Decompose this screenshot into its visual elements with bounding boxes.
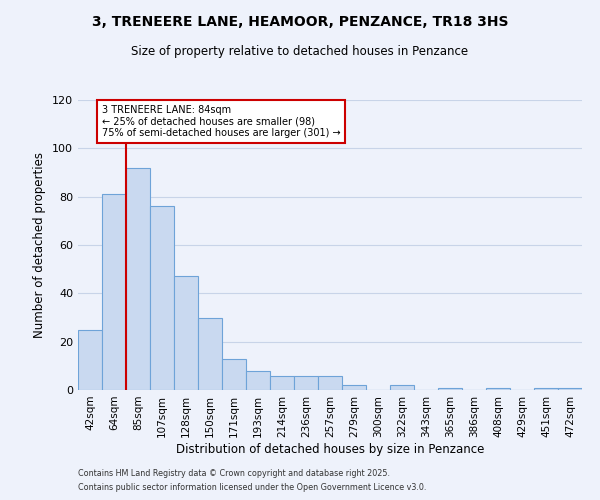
- Bar: [558, 388, 582, 390]
- Bar: [318, 376, 342, 390]
- Bar: [198, 318, 222, 390]
- Text: Contains public sector information licensed under the Open Government Licence v3: Contains public sector information licen…: [78, 484, 427, 492]
- Text: Size of property relative to detached houses in Penzance: Size of property relative to detached ho…: [131, 45, 469, 58]
- Bar: [342, 385, 366, 390]
- Bar: [102, 194, 126, 390]
- Bar: [486, 388, 510, 390]
- Y-axis label: Number of detached properties: Number of detached properties: [34, 152, 46, 338]
- Bar: [222, 358, 246, 390]
- Bar: [78, 330, 102, 390]
- Bar: [390, 385, 414, 390]
- Text: 3 TRENEERE LANE: 84sqm
← 25% of detached houses are smaller (98)
75% of semi-det: 3 TRENEERE LANE: 84sqm ← 25% of detached…: [102, 105, 341, 138]
- Bar: [126, 168, 150, 390]
- Bar: [438, 388, 462, 390]
- Bar: [534, 388, 558, 390]
- Text: Contains HM Land Registry data © Crown copyright and database right 2025.: Contains HM Land Registry data © Crown c…: [78, 468, 390, 477]
- Text: 3, TRENEERE LANE, HEAMOOR, PENZANCE, TR18 3HS: 3, TRENEERE LANE, HEAMOOR, PENZANCE, TR1…: [92, 15, 508, 29]
- Bar: [294, 376, 318, 390]
- Bar: [150, 206, 174, 390]
- Bar: [270, 376, 294, 390]
- Bar: [246, 370, 270, 390]
- X-axis label: Distribution of detached houses by size in Penzance: Distribution of detached houses by size …: [176, 442, 484, 456]
- Bar: [174, 276, 198, 390]
